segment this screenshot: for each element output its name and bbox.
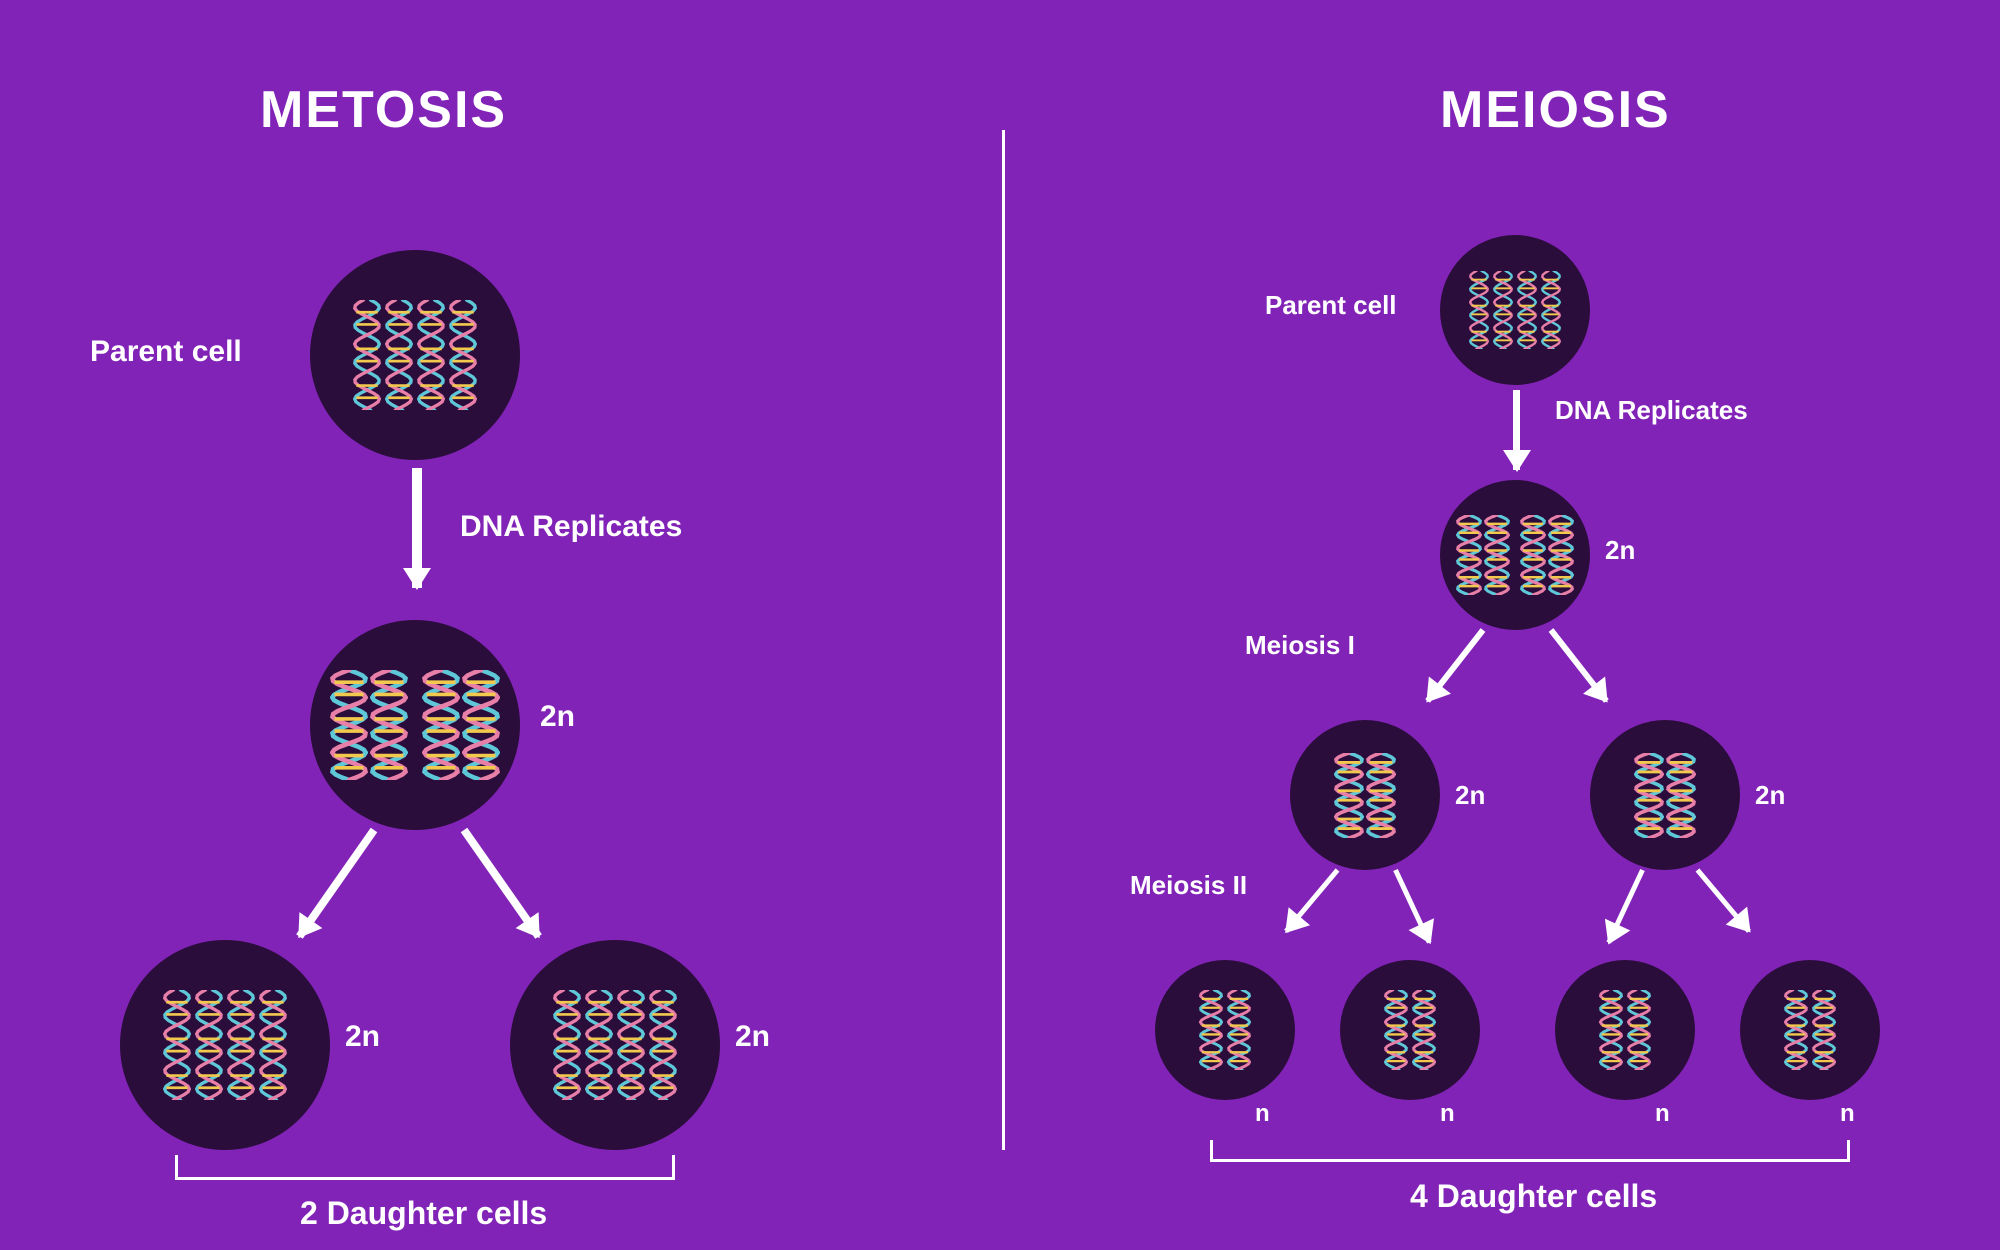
cell-e-f1 [1155,960,1295,1100]
arrow [1696,868,1751,932]
arrow [412,468,422,588]
cell-e-f4 [1740,960,1880,1100]
arrow [461,828,542,939]
cell-m-d2 [510,940,720,1150]
metosis-title: METOSIS [260,80,507,140]
cell-e-f2 [1340,960,1480,1100]
arrow-label: DNA Replicates [460,510,682,544]
cell-m-2n [310,620,520,830]
cell-label-e-l1: 2n [1455,780,1485,811]
center-divider [1002,130,1005,1150]
cell-label-e-r1: 2n [1755,780,1785,811]
result-bracket [1210,1140,1850,1162]
cell-m-parent [310,250,520,460]
cell-label-e-f4: n [1840,1100,1855,1128]
arrow [1513,390,1520,470]
arrow-label: DNA Replicates [1555,395,1748,426]
arrow-label: Meiosis II [1130,870,1247,901]
cell-e-l1 [1290,720,1440,870]
cell-e-r1 [1590,720,1740,870]
cell-label-e-f3: n [1655,1100,1670,1128]
cell-label-e-2n: 2n [1605,535,1635,566]
cell-label-e-f1: n [1255,1100,1270,1128]
cell-label-m-parent: Parent cell [90,335,242,369]
arrow [1606,869,1644,944]
arrow [296,828,377,939]
cell-label-m-2n: 2n [540,700,575,734]
arrow [1425,628,1485,703]
cell-e-2n [1440,480,1590,630]
arrow-label: Meiosis I [1245,630,1355,661]
cell-m-d1 [120,940,330,1150]
arrow [1393,869,1431,944]
meiosis-title: MEIOSIS [1440,80,1671,140]
result-bracket [175,1155,675,1180]
diagram-canvas: METOSIS DNA Replicates Parent cell 2n 2n 2n 2 … [0,0,2000,1250]
cell-label-m-d1: 2n [345,1020,380,1054]
cell-e-f3 [1555,960,1695,1100]
arrow [1549,628,1609,703]
cell-e-parent [1440,235,1590,385]
arrow [1284,868,1339,932]
result-label: 2 Daughter cells [300,1195,547,1232]
cell-label-e-parent: Parent cell [1265,290,1397,321]
cell-label-m-d2: 2n [735,1020,770,1054]
cell-label-e-f2: n [1440,1100,1455,1128]
result-label: 4 Daughter cells [1410,1178,1657,1215]
